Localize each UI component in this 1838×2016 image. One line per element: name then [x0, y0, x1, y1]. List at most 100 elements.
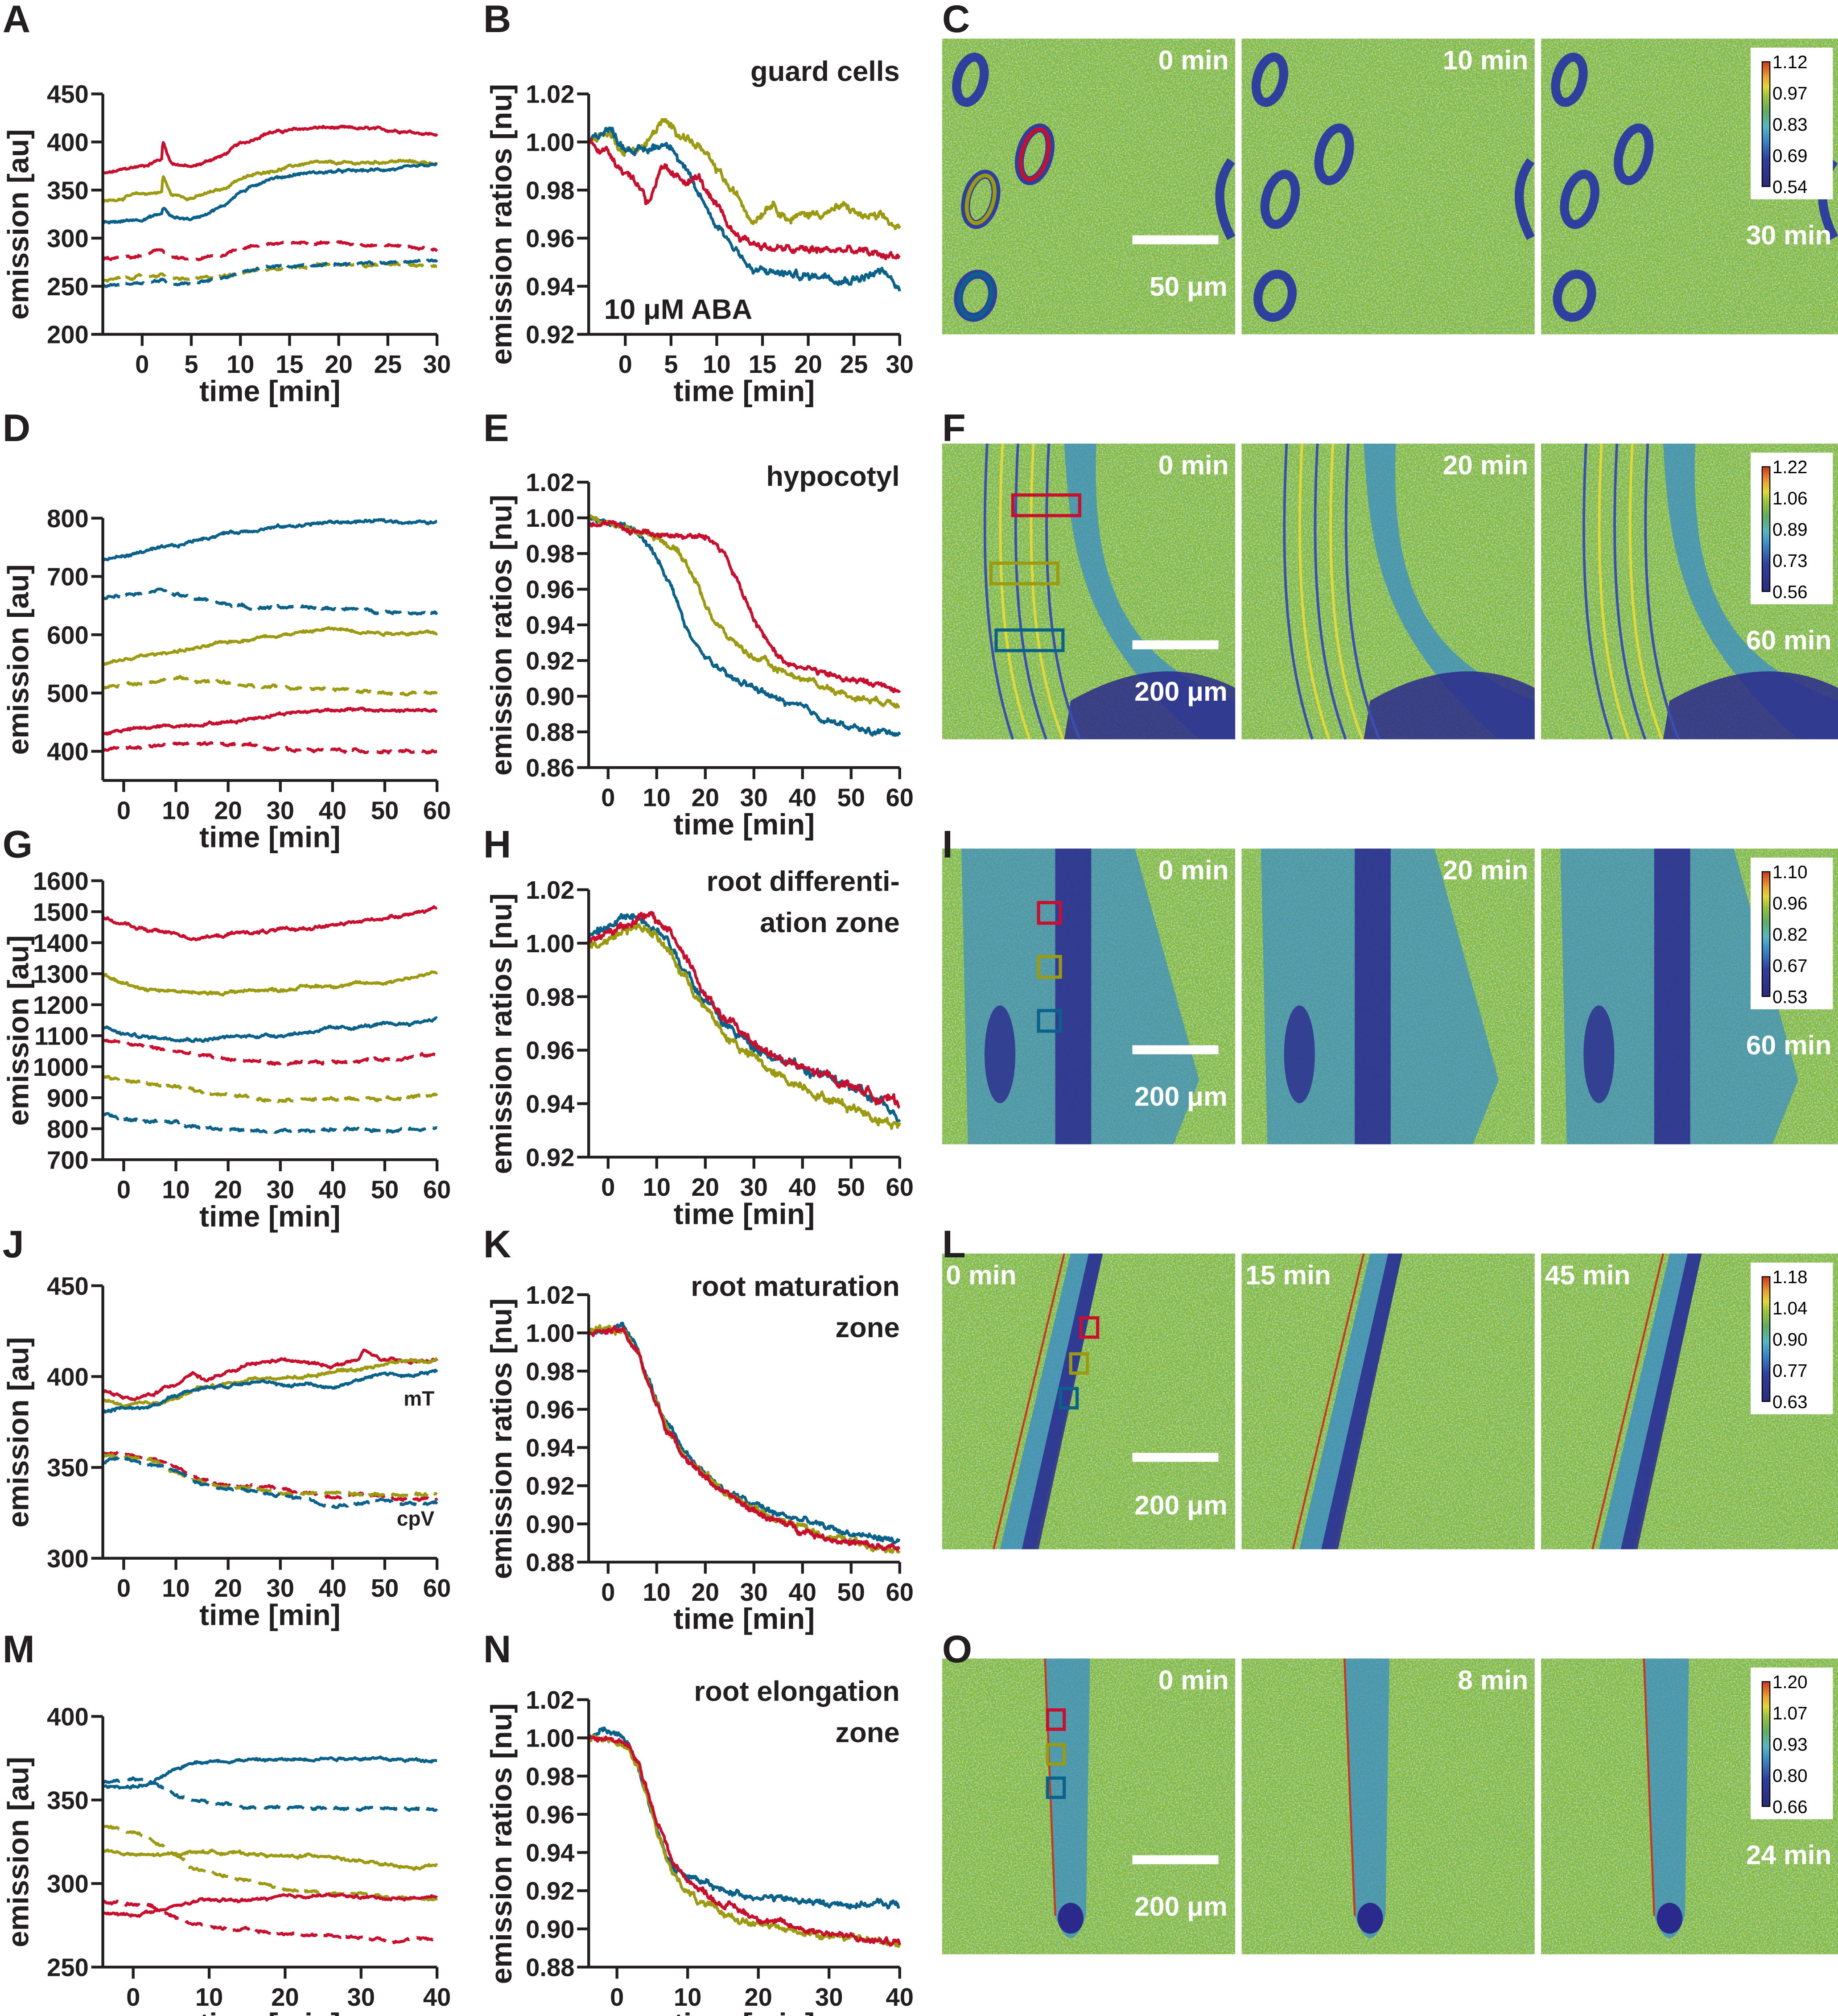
ratio-image: 20 min — [1241, 443, 1535, 740]
colorbar-tick-label: 0.69 — [1772, 145, 1808, 166]
roi-marker — [1037, 955, 1062, 979]
y-tick-label: 300 — [47, 1545, 89, 1573]
y-tick-label: 0.96 — [526, 1396, 574, 1424]
scale-bar — [1132, 640, 1219, 649]
image-panel-c: 0 min 50 μm 10 min 30 min 1.12 0.97 0.83 0.69 0.… — [942, 38, 1838, 335]
chart-panel-h: 0.92 0.94 0.96 0.98 1.00 1.02 0 10 20 30 40 50 60 tim… — [485, 866, 914, 1231]
x-tick-label: 10 — [227, 350, 255, 378]
series-line-red-cpV — [102, 1038, 438, 1066]
hypocotyl-cell-file — [1644, 443, 1680, 740]
series-line-blue — [587, 1322, 901, 1545]
x-tick-label: 15 — [749, 350, 777, 378]
colorbar-tick-label: 0.54 — [1772, 177, 1808, 197]
root-stele — [1355, 848, 1391, 1144]
roi-marker — [994, 628, 1065, 653]
series-line-red — [588, 911, 901, 1109]
series-line-red-mT — [101, 1348, 438, 1401]
y-tick-label: 0.88 — [526, 1954, 574, 1982]
x-tick-label: 50 — [371, 796, 399, 824]
y-tick-label: 1.00 — [526, 504, 574, 532]
chart-title: root maturation — [691, 1271, 900, 1302]
scale-bar-label: 200 μm — [1134, 1490, 1228, 1520]
series-line-olive — [588, 923, 901, 1130]
series-line-red-cpV — [102, 740, 438, 755]
x-tick-label: 10 — [674, 1983, 702, 2011]
y-tick-label: 400 — [47, 128, 89, 157]
root-edge — [1292, 1253, 1365, 1550]
guard-cell-edge — [1515, 158, 1535, 240]
series-line-blue — [588, 126, 901, 292]
root-tip-dark — [1357, 1903, 1383, 1934]
chart-title: zone — [835, 1312, 899, 1343]
series-line-olive-cpV — [102, 261, 438, 283]
colorbar-tick-label: 1.20 — [1772, 1672, 1808, 1692]
time-label: 10 min — [1443, 45, 1529, 75]
time-label: 0 min — [946, 1260, 1017, 1290]
roi-marker — [1046, 1743, 1066, 1766]
x-tick-label: 60 — [886, 1173, 914, 1201]
guard-cell — [1314, 123, 1354, 186]
colorbar: 1.18 1.04 0.90 0.77 0.63 — [1750, 1262, 1833, 1414]
x-tick-label: 10 — [643, 1578, 671, 1606]
y-tick-label: 1400 — [33, 929, 89, 957]
panel-letter-b: B — [483, 0, 511, 41]
series-line-blue-mT — [102, 1755, 438, 1790]
colorbar-gradient — [1761, 1681, 1771, 1807]
y-tick-label: 0.98 — [526, 1357, 574, 1385]
colorbar-tick-label: 0.82 — [1772, 924, 1808, 945]
chart-panel-m: 250 300 350 400 0 10 20 30 40 time [min] emission … — [2, 1702, 451, 2016]
scale-bar — [1132, 235, 1219, 244]
series-line-olive — [587, 1324, 901, 1554]
y-tick-label: 1.00 — [526, 1319, 574, 1347]
series-line-blue — [588, 515, 901, 737]
series-line-red — [587, 1325, 901, 1552]
y-tick-label: 1.02 — [526, 80, 574, 108]
y-tick-label: 400 — [47, 1702, 89, 1731]
x-tick-label: 50 — [371, 1176, 399, 1204]
x-tick-label: 60 — [423, 1574, 451, 1602]
image-panel-f: 0 min 200 μm 20 min 60 min 1.22 1.06 0.89 0.73 0… — [942, 443, 1838, 740]
y-tick-label: 1.02 — [526, 1686, 574, 1714]
y-tick-label: 0.88 — [526, 718, 574, 746]
x-tick-label: 0 — [135, 350, 149, 378]
y-tick-label: 200 — [47, 321, 89, 349]
time-label: 0 min — [1158, 450, 1229, 480]
time-label: 24 min — [1746, 1840, 1832, 1870]
y-tick-label: 0.86 — [526, 754, 574, 782]
y-axis-label: emission ratios [nu] — [485, 84, 518, 365]
y-tick-label: 1600 — [33, 867, 89, 895]
colorbar: 1.20 1.07 0.93 0.80 0.66 — [1750, 1667, 1833, 1819]
scale-bar — [1132, 1855, 1219, 1864]
hypocotyl-cell-file — [1283, 443, 1314, 740]
x-tick-label: 50 — [371, 1574, 399, 1602]
time-label: 8 min — [1458, 1665, 1528, 1695]
x-tick-label: 10 — [703, 350, 731, 378]
x-tick-label: 40 — [789, 783, 817, 811]
y-tick-label: 0.98 — [526, 983, 574, 1011]
y-tick-label: 0.94 — [526, 1839, 574, 1867]
guard-cell-edge — [1215, 158, 1236, 240]
image-panel-l: 0 min 200 μm 15 min 45 min 1.18 1.04 0.90 0.77 0… — [942, 1253, 1838, 1550]
x-tick-label: 0 — [618, 350, 632, 378]
hypocotyl-cell-file — [1329, 443, 1364, 740]
x-axis-label: time [min] — [199, 1200, 341, 1233]
x-tick-label: 30 — [266, 796, 294, 824]
y-axis-label: emission [au] — [2, 1757, 35, 1947]
x-axis-label: time [min] — [199, 821, 341, 854]
time-label: 0 min — [1158, 855, 1229, 885]
ratio-image: 24 min 1.20 1.07 0.93 0.80 0.66 — [1541, 1658, 1838, 1954]
hypocotyl-cell-file — [999, 443, 1031, 740]
scale-bar — [1132, 1045, 1219, 1054]
time-label: 60 min — [1746, 625, 1832, 655]
series-line-red-cpV — [102, 1899, 438, 1945]
colorbar-tick-label: 1.06 — [1772, 488, 1808, 508]
x-tick-label: 20 — [692, 1173, 719, 1201]
image-panel-i: 0 min 200 μm 20 min 60 min 1.10 0.96 0.82 0.67 0… — [942, 848, 1838, 1144]
root-stele — [1055, 848, 1092, 1144]
y-tick-label: 350 — [47, 1786, 89, 1814]
series-line-red-cpV — [102, 240, 438, 261]
y-tick-label: 0.96 — [526, 575, 574, 603]
x-tick-label: 10 — [162, 1574, 190, 1602]
y-tick-label: 400 — [47, 738, 89, 766]
x-tick-label: 40 — [886, 1983, 914, 2011]
